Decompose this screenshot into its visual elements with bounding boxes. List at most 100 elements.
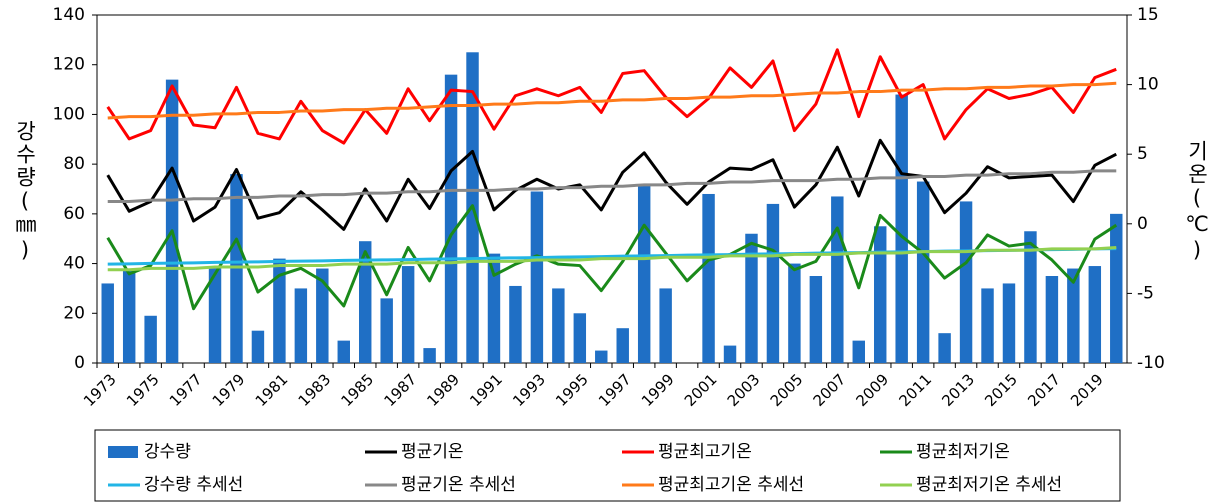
bar bbox=[1110, 213, 1123, 363]
bar bbox=[487, 253, 501, 363]
bar bbox=[916, 181, 930, 363]
x-tick-label: 2009 bbox=[853, 370, 893, 410]
bar bbox=[1024, 231, 1037, 363]
bar bbox=[1002, 283, 1016, 363]
bar bbox=[337, 340, 350, 363]
legend-label: 평균최고기온 bbox=[658, 442, 752, 462]
legend-frame bbox=[94, 429, 1121, 502]
bar bbox=[1045, 276, 1059, 363]
x-tick-label: 1997 bbox=[595, 370, 635, 410]
y2-tick-label: 15 bbox=[1137, 5, 1159, 25]
bar bbox=[552, 288, 565, 363]
bar bbox=[144, 315, 157, 363]
x-tick-label: 2019 bbox=[1067, 370, 1107, 410]
x-tick-label: 1979 bbox=[209, 370, 249, 410]
x-tick-label: 1993 bbox=[509, 370, 549, 410]
line bbox=[106, 138, 1117, 231]
bar bbox=[766, 203, 780, 363]
y-tick-label: 80 bbox=[63, 154, 85, 174]
bar bbox=[595, 350, 608, 363]
bar bbox=[809, 276, 823, 363]
bar bbox=[509, 285, 522, 363]
bar bbox=[273, 258, 286, 363]
x-tick-label: 1973 bbox=[80, 370, 120, 410]
bar bbox=[122, 268, 136, 363]
bar bbox=[723, 345, 737, 363]
line bbox=[107, 169, 1117, 204]
bar bbox=[852, 340, 865, 363]
y2-tick-label: 10 bbox=[1137, 75, 1159, 95]
legend-label: 평균최고기온 추세선 bbox=[658, 475, 804, 495]
y-tick-label: 60 bbox=[63, 204, 85, 224]
bar bbox=[294, 288, 308, 363]
bar bbox=[316, 268, 329, 363]
legend-label: 평균기온 추세선 bbox=[401, 475, 516, 495]
x-tick-label: 1995 bbox=[552, 370, 592, 410]
legend-label: 강수량 추세선 bbox=[144, 475, 243, 495]
legend-label: 강수량 bbox=[144, 442, 191, 462]
bar bbox=[959, 201, 973, 363]
bar bbox=[938, 333, 951, 363]
y2-axis-title: 기온(℃) bbox=[1185, 140, 1209, 264]
y2-tick-label: 5 bbox=[1137, 144, 1148, 164]
line bbox=[106, 204, 1118, 311]
bar bbox=[573, 313, 587, 363]
legend-label: 평균기온 bbox=[401, 442, 464, 462]
y-tick-label: 40 bbox=[63, 254, 85, 274]
line bbox=[107, 245, 1117, 272]
x-tick-label: 1991 bbox=[466, 370, 506, 410]
y-axis-title: 강수량(㎜) bbox=[13, 120, 37, 264]
x-tick-label: 1999 bbox=[638, 370, 678, 410]
y2-tick-label: -5 bbox=[1137, 283, 1154, 303]
x-tick-label: 2001 bbox=[681, 370, 721, 410]
bar bbox=[380, 298, 393, 363]
line bbox=[106, 48, 1117, 145]
x-tick-label: 1977 bbox=[166, 370, 206, 410]
x-tick-label: 2015 bbox=[981, 370, 1021, 410]
bar bbox=[1067, 268, 1080, 363]
bar bbox=[230, 174, 243, 363]
legend-swatch bbox=[108, 446, 138, 458]
bar bbox=[616, 328, 629, 363]
y-tick-label: 0 bbox=[74, 353, 85, 373]
bar bbox=[659, 288, 672, 363]
x-tick-label: 2003 bbox=[724, 370, 764, 410]
bar bbox=[831, 196, 844, 363]
legend-label: 평균최저기온 bbox=[916, 442, 1010, 462]
x-tick-label: 1989 bbox=[423, 370, 463, 410]
bar bbox=[165, 79, 179, 363]
x-tick-label: 1983 bbox=[295, 370, 335, 410]
x-tick-label: 2005 bbox=[767, 370, 807, 410]
y2-tick-label: 0 bbox=[1137, 214, 1148, 234]
bar bbox=[895, 94, 908, 364]
bar bbox=[702, 193, 715, 363]
bar bbox=[359, 241, 372, 363]
y-tick-label: 20 bbox=[63, 303, 85, 323]
bar bbox=[745, 233, 758, 363]
bar bbox=[423, 348, 436, 363]
x-tick-label: 1985 bbox=[338, 370, 378, 410]
bar bbox=[444, 74, 458, 364]
bar bbox=[401, 266, 415, 363]
y2-tick-label: -10 bbox=[1137, 353, 1165, 373]
y-tick-label: 100 bbox=[53, 104, 85, 124]
x-tick-label: 2007 bbox=[810, 370, 850, 410]
legend-label: 평균최저기온 추세선 bbox=[916, 475, 1062, 495]
line bbox=[107, 81, 1117, 120]
x-tick-label: 1975 bbox=[123, 370, 163, 410]
y-tick-label: 120 bbox=[53, 55, 85, 75]
bar bbox=[208, 268, 222, 363]
bar bbox=[101, 283, 114, 363]
x-tick-label: 2013 bbox=[938, 370, 978, 410]
x-tick-label: 2011 bbox=[895, 370, 935, 410]
bar bbox=[251, 330, 265, 363]
x-tick-label: 2017 bbox=[1024, 370, 1064, 410]
y-tick-label: 140 bbox=[53, 5, 85, 25]
x-tick-label: 1981 bbox=[252, 370, 292, 410]
bar bbox=[1088, 266, 1102, 363]
bar bbox=[637, 184, 651, 363]
bar bbox=[981, 288, 994, 363]
bar bbox=[874, 226, 887, 363]
